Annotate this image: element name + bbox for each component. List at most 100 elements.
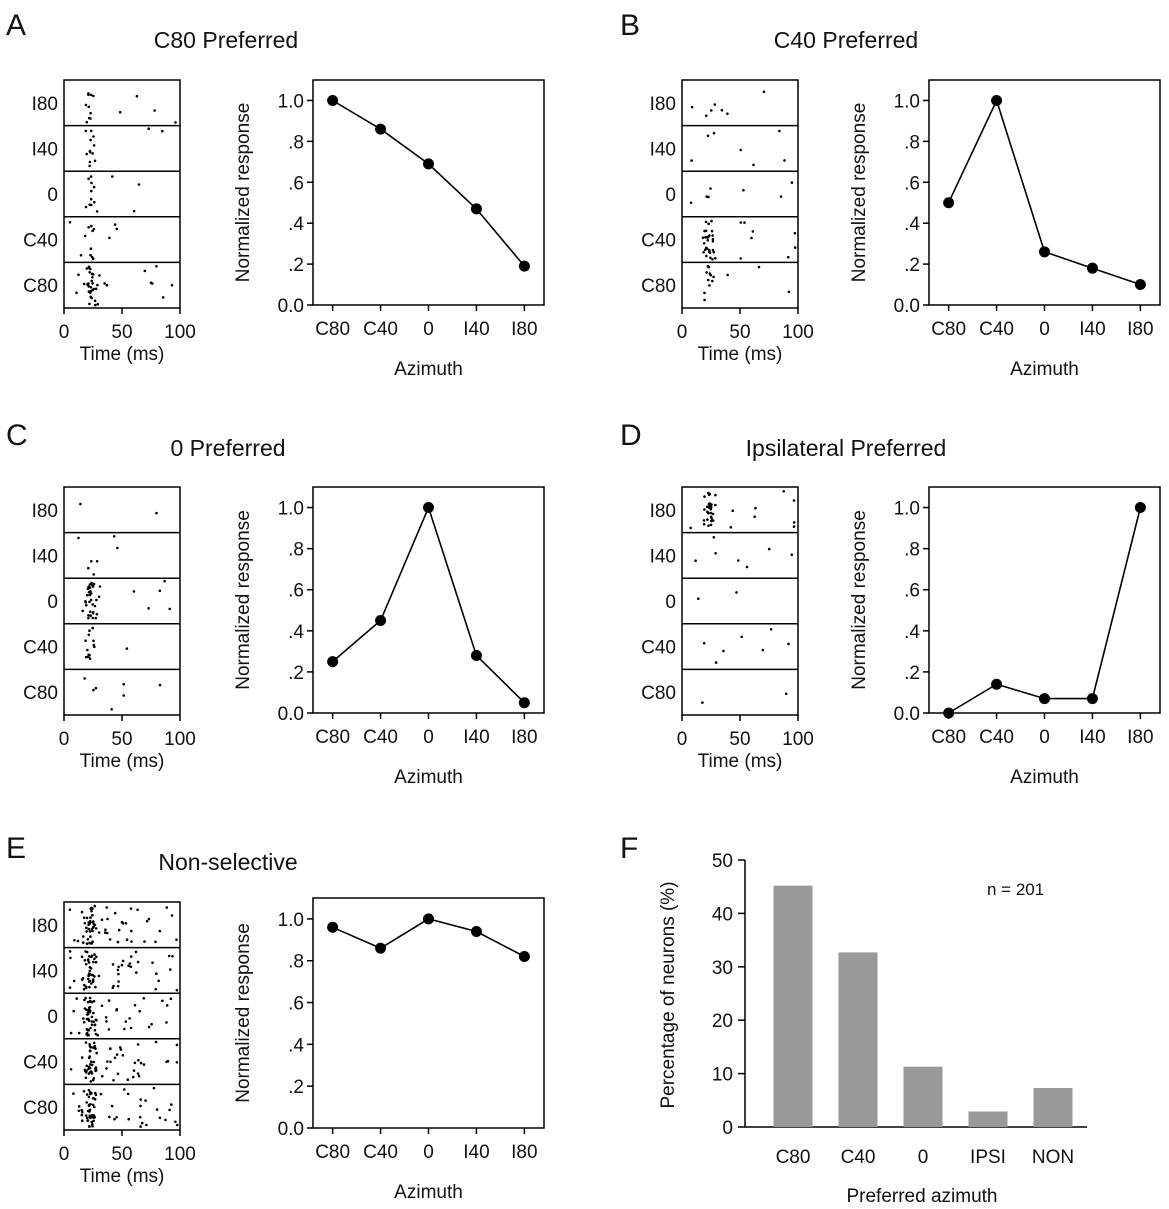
panel-title: Non-selective <box>158 849 297 875</box>
spike-dot <box>80 1056 84 1059</box>
spike-dot <box>106 1060 109 1063</box>
spike-dot <box>742 188 745 192</box>
spike-dot <box>726 112 729 115</box>
spike-dot <box>87 927 90 931</box>
spike-dot <box>105 906 108 909</box>
spike-dot <box>792 521 796 524</box>
spike-dot <box>168 1108 171 1112</box>
spike-dot <box>85 942 89 945</box>
y-tick-label: 40 <box>712 904 733 925</box>
spike-dot <box>143 269 147 273</box>
spike-dot <box>132 1075 135 1079</box>
tuning-point <box>518 260 530 272</box>
x-axis-label: Azimuth <box>1010 767 1079 788</box>
spike-dot <box>737 559 740 562</box>
spike-dot <box>69 956 72 960</box>
raster-x-tick-label: 0 <box>59 1144 70 1165</box>
spike-dot <box>124 922 128 925</box>
spike-dot <box>84 1041 88 1044</box>
spike-dot <box>90 906 93 910</box>
raster-row-label: C40 <box>23 638 58 659</box>
spike-dot <box>135 94 139 98</box>
spike-dot <box>714 552 717 555</box>
tuning-point <box>1086 693 1098 705</box>
spike-dot <box>113 1056 117 1060</box>
spike-dot <box>98 274 101 277</box>
spike-dot <box>89 1063 92 1066</box>
spike-dot <box>133 1061 137 1065</box>
bar-c40 <box>838 952 878 1127</box>
tuning-point <box>327 921 339 933</box>
spike-dot <box>88 1043 91 1046</box>
spike-dot <box>90 224 93 228</box>
spike-dot <box>170 914 174 917</box>
spike-dot <box>707 265 711 269</box>
spike-dot <box>116 968 120 972</box>
spike-dot <box>89 916 92 919</box>
spike-dot <box>170 1103 173 1106</box>
panel-title: Ipsilateral Preferred <box>746 435 947 461</box>
spike-dot <box>95 1051 98 1055</box>
bar-0 <box>903 1066 943 1127</box>
spike-dot <box>89 1091 92 1094</box>
spike-dot <box>757 265 761 269</box>
x-tick-label: C80 <box>315 319 350 340</box>
spike-dot <box>83 983 86 987</box>
x-tick-label: C40 <box>363 727 398 748</box>
spike-dot <box>158 683 162 687</box>
raster-row-label: I80 <box>32 916 58 937</box>
y-tick-label: 0.0 <box>894 296 920 317</box>
spike-dot <box>92 639 95 643</box>
spike-dot <box>147 917 151 921</box>
spike-dot <box>90 296 93 300</box>
spike-dot <box>113 911 117 915</box>
tuning-plot: 0.0 .2 .4 .6 .8 1.0 C80 C40 0 I40 I80 Azimuth Normal… <box>233 897 545 1203</box>
spike-dot <box>73 939 76 942</box>
spike-dot <box>91 1046 95 1049</box>
spike-dot <box>91 282 94 285</box>
spike-dot <box>93 299 97 303</box>
spike-dot <box>72 1092 75 1095</box>
spike-dot <box>91 257 95 261</box>
spike-dot <box>84 986 88 989</box>
y-tick-label: .2 <box>288 663 304 684</box>
y-tick-label: .6 <box>904 173 920 194</box>
raster-x-tick-label: 50 <box>729 322 750 343</box>
spike-dot <box>739 148 742 152</box>
spike-dot <box>91 1124 94 1128</box>
spike-dot <box>752 163 755 167</box>
raster-row-label: I40 <box>32 961 58 982</box>
spike-dot <box>120 963 124 967</box>
spike-dot <box>153 109 156 112</box>
tuning-line <box>332 99 526 267</box>
spike-dot <box>689 201 693 205</box>
tuning-point <box>375 615 387 627</box>
spike-dot <box>69 1031 73 1035</box>
spike-dot <box>92 1119 95 1123</box>
spike-dot <box>91 152 94 155</box>
spike-dot <box>157 979 160 983</box>
raster-row-label: 0 <box>47 1007 58 1028</box>
x-tick-label: C40 <box>363 319 398 340</box>
raster-x-axis-label: Time (ms) <box>698 751 783 772</box>
raster-x-tick-label: 100 <box>164 1144 196 1165</box>
y-tick-label: .2 <box>288 1077 304 1098</box>
spike-dot <box>793 231 797 235</box>
y-tick-label: .6 <box>288 173 304 194</box>
raster-x-tick-label: 100 <box>164 729 196 750</box>
spike-dot <box>85 655 88 659</box>
spike-dot <box>87 1028 90 1032</box>
x-tick-label: I80 <box>1127 727 1153 748</box>
tuning-point <box>423 502 434 514</box>
raster-row-label: C80 <box>641 683 676 704</box>
spike-dot <box>92 688 95 692</box>
spike-dot <box>95 560 99 563</box>
spike-dot <box>85 120 89 124</box>
spike-dot <box>87 961 91 964</box>
spike-dot <box>87 974 90 978</box>
spike-dot <box>154 1040 158 1044</box>
x-tick-label: 0 <box>1039 727 1050 748</box>
spike-dot <box>89 286 93 289</box>
spike-dot <box>108 938 112 941</box>
